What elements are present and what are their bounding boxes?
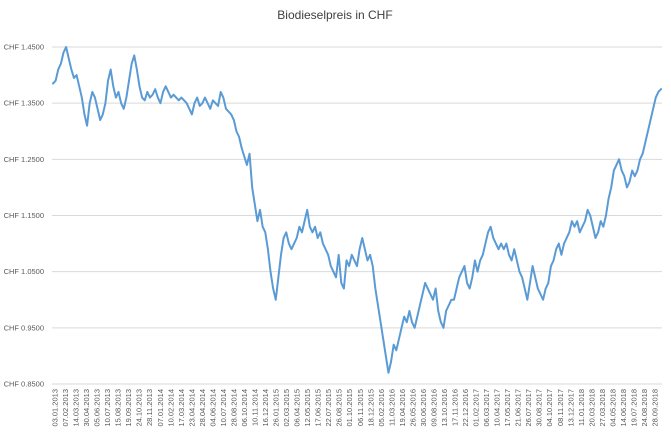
x-tick-label: 09.08.2016: [429, 389, 438, 427]
x-tick-label: 01.02.2017: [472, 389, 481, 427]
x-tick-label: 13.12.2017: [566, 389, 575, 427]
x-tick-label: 28.09.2018: [651, 389, 660, 427]
x-tick-label: 10.07.2013: [103, 389, 112, 427]
x-tick-label: 05.06.2013: [93, 389, 102, 427]
x-tick-label: 01.10.2015: [345, 389, 354, 427]
x-tick-label: 17.05.2017: [503, 389, 512, 427]
x-tick-label: 19.09.2013: [124, 389, 133, 427]
x-tick-label: 17.03.2014: [177, 389, 186, 427]
x-tick-label: 19.04.2016: [398, 389, 407, 427]
x-tick-label: 06.11.2015: [356, 389, 365, 426]
y-axis-tick-labels: CHF 0.8500 CHF 0.9500 CHF 1.0500 CHF 1.1500…: [4, 43, 44, 389]
x-tick-label: 11.03.2016: [387, 389, 396, 426]
x-tick-label: 10.02.2014: [166, 389, 175, 427]
x-tick-label: 06.04.2015: [293, 389, 302, 427]
y-tick-label: CHF 1.1500: [4, 211, 44, 220]
x-tick-label: 20.03.2018: [587, 389, 596, 427]
x-tick-label: 14.06.2018: [619, 389, 628, 427]
x-tick-label: 07.02.2013: [61, 389, 70, 427]
x-tick-label: 28.08.2014: [229, 389, 238, 427]
x-tick-label: 17.06.2015: [314, 389, 323, 427]
x-tick-label: 24.08.2018: [640, 389, 649, 427]
x-tick-label: 03.01.2013: [51, 389, 60, 427]
x-tick-label: 28.11.2013: [145, 389, 154, 426]
x-tick-label: 04.06.2014: [208, 389, 217, 427]
y-tick-label: CHF 0.8500: [4, 380, 44, 389]
y-tick-label: CHF 1.0500: [4, 267, 44, 276]
x-tick-label: 17.11.2016: [451, 389, 460, 426]
y-tick-label: CHF 1.4500: [4, 43, 44, 52]
x-tick-label: 02.03.2015: [282, 389, 291, 427]
series-line-0: [52, 46, 662, 374]
x-tick-label: 06.10.2014: [240, 389, 249, 427]
x-tick-label: 23.04.2014: [187, 389, 196, 427]
x-tick-label: 26.07.2017: [524, 389, 533, 427]
x-tick-label: 10.07.2014: [219, 389, 228, 427]
x-tick-label: 30.04.2013: [82, 389, 91, 427]
x-tick-label: 07.01.2014: [156, 389, 165, 427]
x-tick-label: 22.12.2016: [461, 389, 470, 427]
x-tick-label: 05.02.2016: [377, 389, 386, 427]
x-tick-label: 16.12.2014: [261, 389, 270, 427]
x-tick-label: 30.08.2017: [535, 389, 544, 427]
x-tick-label: 10.04.2017: [493, 389, 502, 427]
x-tick-label: 28.04.2014: [198, 389, 207, 427]
x-tick-label: 15.08.2013: [114, 389, 123, 427]
y-tick-label: CHF 0.9500: [4, 323, 44, 332]
x-tick-label: 19.07.2018: [629, 389, 638, 427]
x-tick-label: 13.10.2016: [440, 389, 449, 427]
x-tick-label: 11.01.2018: [577, 389, 586, 426]
x-tick-label: 10.11.2014: [251, 389, 260, 426]
x-tick-label: 22.07.2015: [324, 389, 333, 427]
y-tick-label: CHF 1.2500: [4, 155, 44, 164]
x-tick-label: 30.06.2016: [419, 389, 428, 427]
x-tick-label: 21.06.2017: [514, 389, 523, 427]
chart-title: Biodieselpreis in CHF: [277, 8, 392, 22]
x-tick-label: 14.03.2013: [72, 389, 81, 427]
series-layer: [52, 46, 662, 374]
x-tick-label: 26.01.2015: [272, 389, 281, 427]
x-tick-label: 04.05.2018: [608, 389, 617, 427]
x-tick-label: 18.12.2015: [366, 389, 375, 427]
x-tick-label: 04.10.2017: [545, 389, 554, 427]
x-tick-label: 08.11.2017: [556, 389, 565, 426]
x-tick-label: 24.10.2013: [135, 389, 144, 427]
x-tick-label: 26.05.2016: [408, 389, 417, 427]
x-axis-tick-labels: 03.01.2013 07.02.2013 14.03.2013 30.04.2013…: [51, 389, 660, 427]
x-tick-label: 06.03.2017: [482, 389, 491, 427]
x-tick-label: 26.08.2015: [335, 389, 344, 427]
x-tick-label: 12.05.2015: [303, 389, 312, 427]
y-tick-label: CHF 1.3500: [4, 99, 44, 108]
gridlines: [52, 46, 662, 385]
x-tick-label: 27.03.2018: [598, 389, 607, 427]
